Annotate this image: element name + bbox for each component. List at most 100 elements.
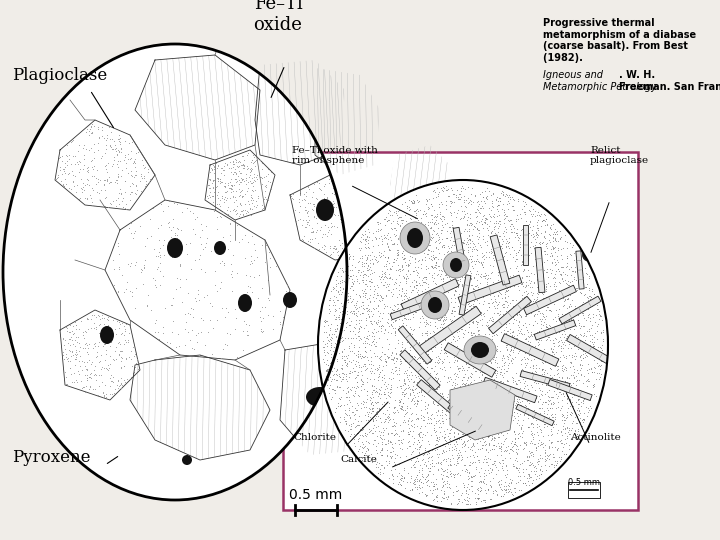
Point — [417, 368, 428, 377]
Point — [483, 316, 495, 325]
Point — [211, 316, 222, 325]
Point — [109, 384, 121, 393]
Point — [531, 444, 542, 453]
Point — [586, 301, 598, 310]
Point — [413, 247, 425, 256]
Point — [570, 258, 582, 266]
Point — [413, 447, 425, 456]
Point — [327, 184, 338, 192]
Point — [435, 320, 446, 328]
Point — [441, 273, 452, 281]
Point — [348, 439, 360, 448]
Point — [459, 440, 471, 448]
Point — [541, 286, 552, 295]
Point — [110, 355, 122, 363]
Point — [494, 367, 505, 376]
Point — [467, 482, 478, 490]
Point — [116, 319, 127, 327]
Point — [189, 294, 201, 303]
Point — [505, 228, 516, 237]
Point — [397, 399, 408, 408]
Point — [343, 404, 355, 413]
Point — [397, 227, 409, 235]
Point — [207, 176, 219, 185]
Point — [419, 322, 431, 330]
Point — [75, 316, 86, 325]
Point — [472, 285, 484, 294]
Point — [88, 147, 99, 156]
Point — [523, 256, 534, 265]
Point — [530, 298, 541, 306]
Point — [125, 373, 137, 381]
Point — [481, 241, 492, 249]
Point — [540, 267, 552, 276]
Point — [421, 237, 433, 246]
Point — [369, 254, 381, 263]
Point — [366, 367, 378, 375]
Point — [102, 360, 114, 369]
Point — [336, 278, 348, 286]
Point — [207, 160, 219, 169]
Point — [359, 227, 371, 235]
Point — [361, 447, 372, 455]
Point — [551, 370, 562, 379]
Point — [427, 201, 438, 210]
Point — [516, 312, 527, 320]
Point — [475, 403, 487, 412]
Point — [444, 436, 456, 444]
Point — [508, 336, 519, 345]
Point — [382, 388, 394, 396]
Point — [453, 264, 464, 272]
Point — [449, 403, 460, 411]
Point — [328, 343, 339, 352]
Point — [441, 495, 453, 504]
Point — [454, 254, 466, 262]
Point — [323, 222, 334, 231]
Point — [459, 266, 470, 274]
Point — [60, 323, 72, 332]
Point — [539, 357, 551, 366]
Point — [576, 391, 588, 400]
Point — [416, 255, 428, 264]
Point — [352, 437, 364, 445]
Point — [511, 380, 523, 389]
Point — [500, 343, 512, 352]
Point — [585, 293, 597, 301]
Point — [546, 353, 558, 361]
Point — [517, 367, 528, 375]
Point — [378, 215, 390, 224]
Point — [397, 295, 408, 304]
Point — [246, 163, 257, 172]
Point — [568, 339, 580, 347]
Point — [546, 403, 558, 412]
Point — [73, 356, 85, 365]
Point — [340, 309, 351, 318]
Point — [531, 361, 542, 369]
Point — [127, 178, 138, 187]
Point — [110, 147, 122, 156]
Point — [404, 404, 415, 413]
Point — [338, 401, 350, 409]
Point — [521, 235, 533, 244]
Point — [423, 467, 434, 475]
Point — [415, 370, 426, 379]
Point — [469, 471, 481, 480]
Point — [330, 350, 342, 359]
Point — [498, 310, 509, 319]
Point — [120, 187, 131, 196]
Point — [215, 259, 226, 267]
Point — [502, 408, 513, 417]
Point — [475, 307, 487, 316]
Point — [447, 397, 459, 406]
Point — [513, 429, 525, 438]
Point — [309, 200, 320, 209]
Point — [361, 363, 372, 372]
Point — [400, 245, 412, 254]
Point — [384, 215, 395, 224]
Point — [449, 471, 460, 480]
Point — [96, 123, 108, 131]
Point — [417, 379, 428, 388]
Point — [531, 394, 542, 402]
Point — [369, 436, 380, 444]
Point — [572, 316, 584, 325]
